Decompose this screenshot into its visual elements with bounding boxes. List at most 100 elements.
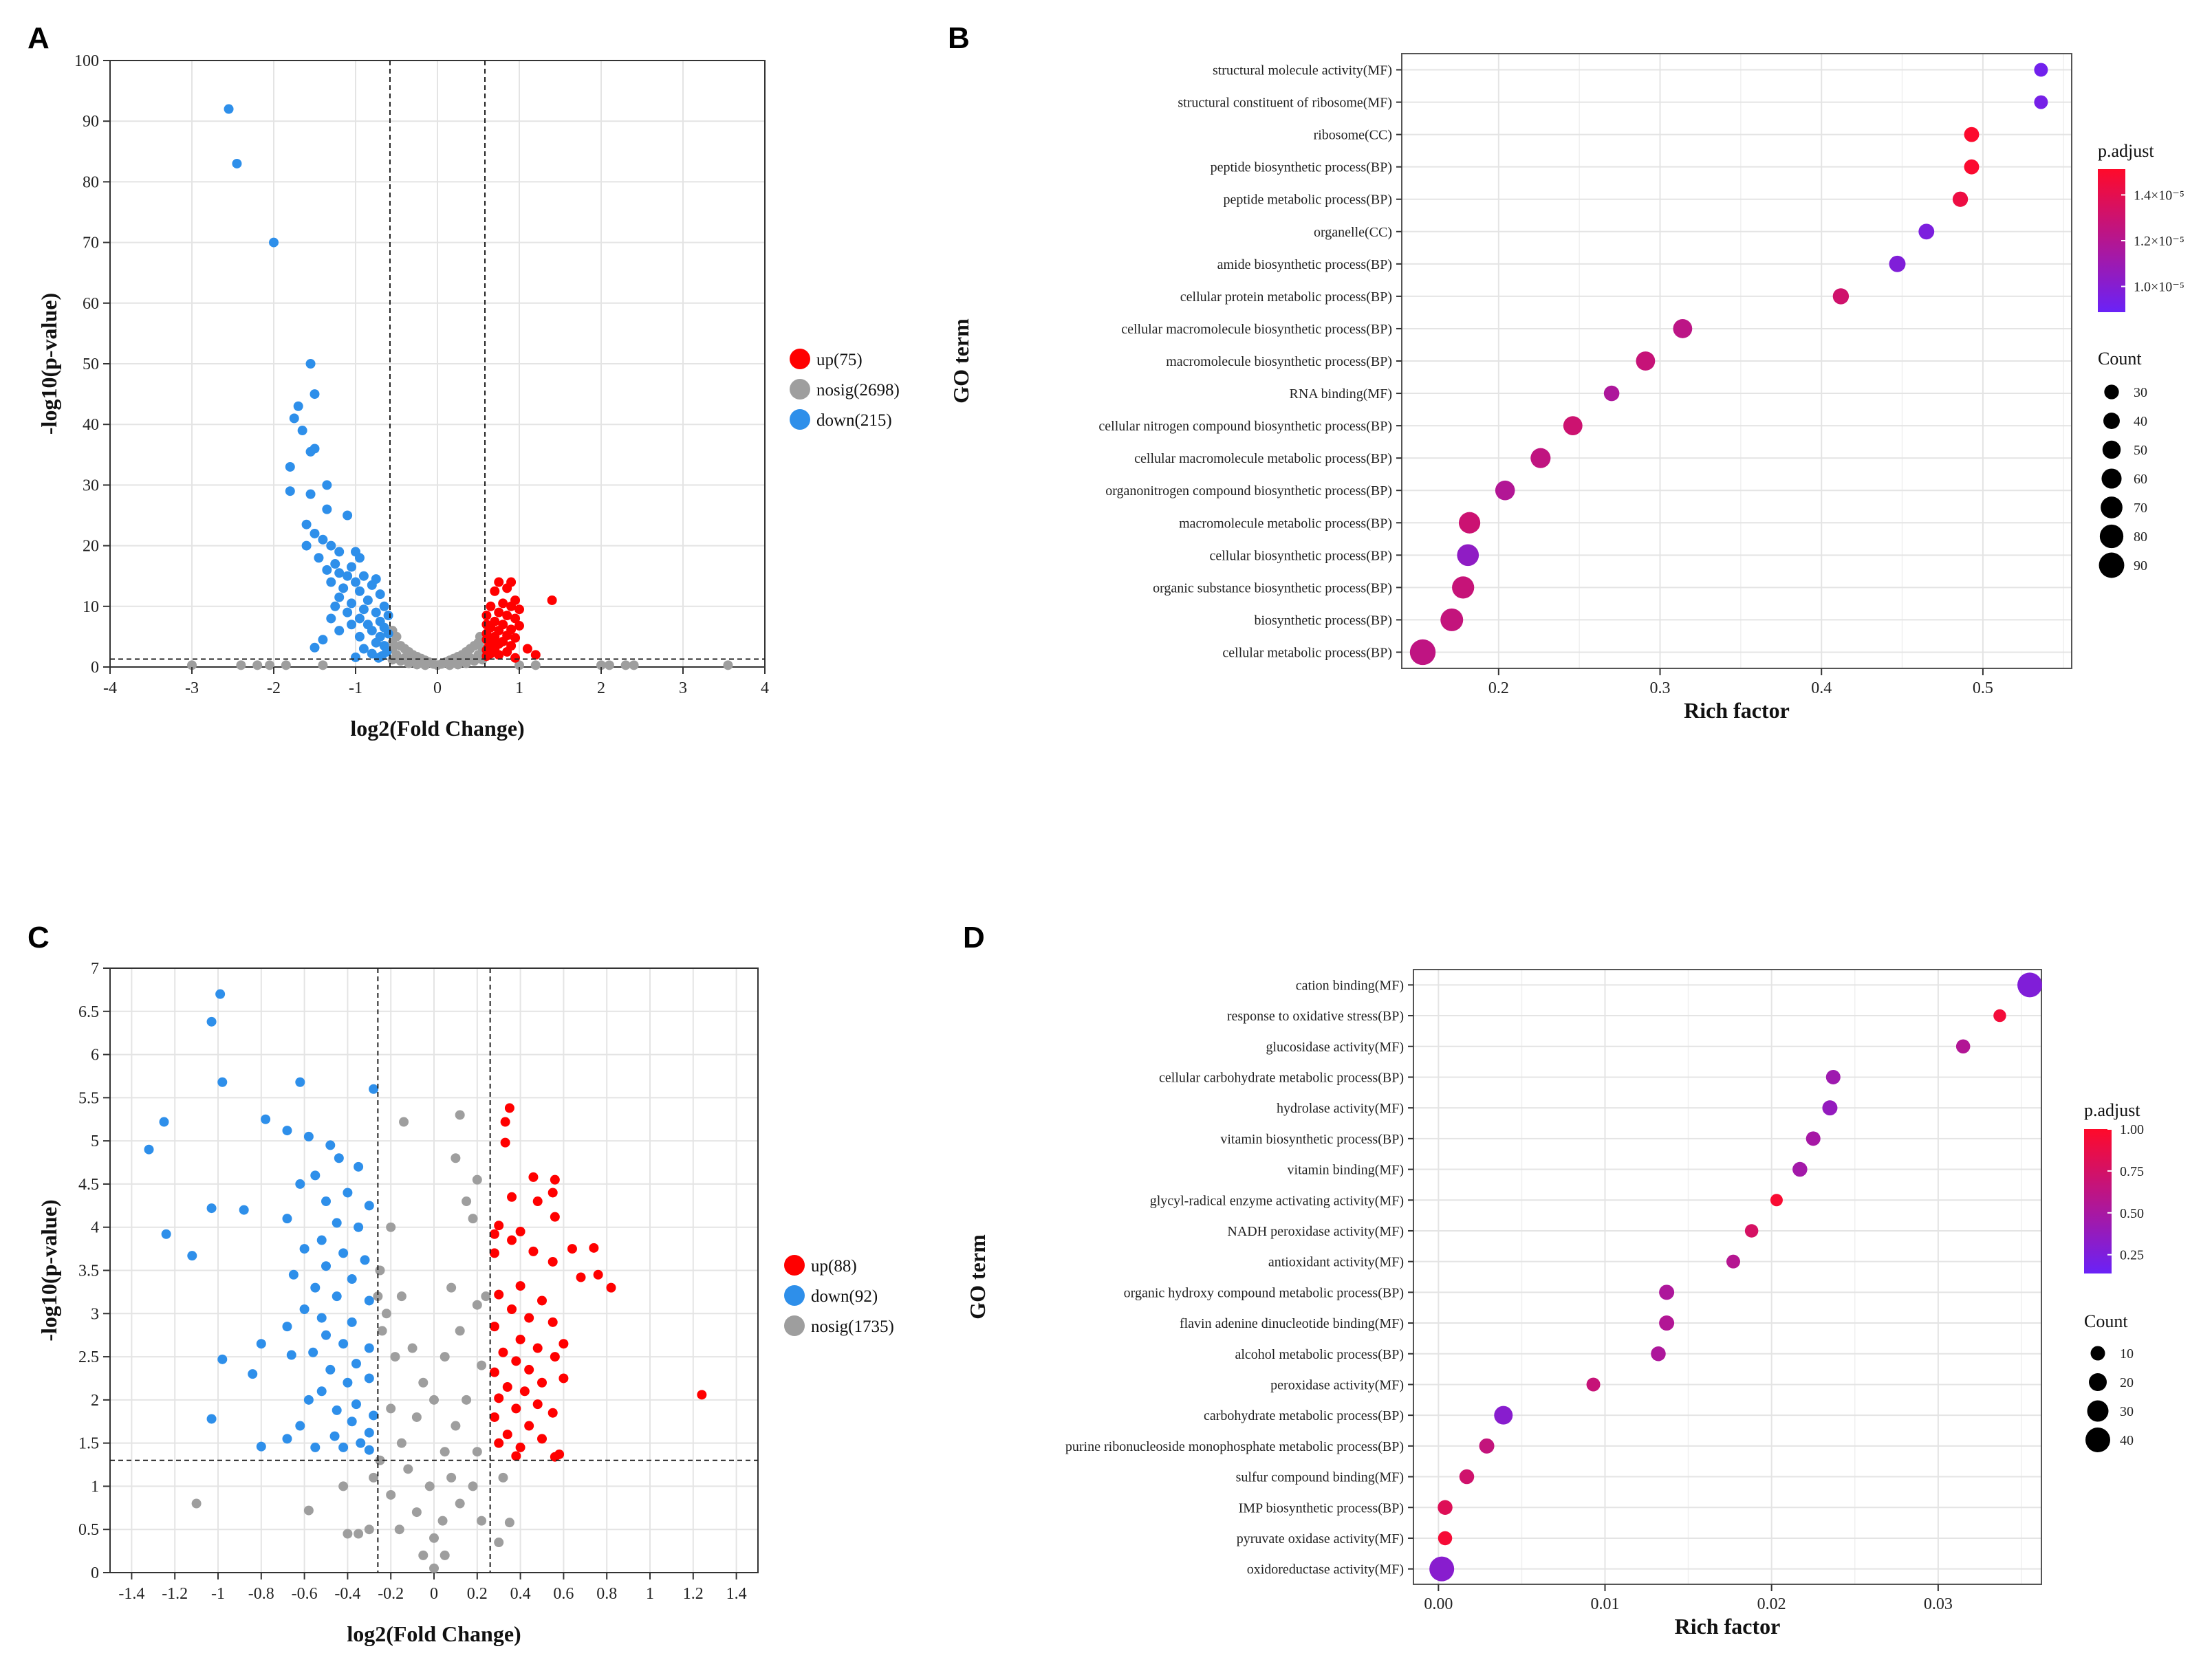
go-term-label: cellular biosynthetic process(BP) — [1210, 548, 1393, 563]
data-point-nosig — [620, 660, 631, 670]
color-legend-title: p.adjust — [2084, 1100, 2140, 1120]
data-point-up — [511, 1356, 521, 1366]
data-point-nosig — [477, 1516, 487, 1526]
data-point-up — [559, 1373, 569, 1384]
data-point-down — [316, 1386, 327, 1397]
go-term-dot — [1993, 1009, 2006, 1023]
data-point-down — [351, 1359, 361, 1369]
go-term-label: organonitrogen compound biosynthetic pro… — [1105, 483, 1392, 499]
data-point-nosig — [407, 1343, 418, 1353]
data-point-down — [358, 644, 369, 654]
y-axis-title: -log10(p-value) — [36, 1199, 61, 1341]
y-tick-label: 0.5 — [78, 1521, 99, 1539]
y-tick-label: 7 — [91, 960, 99, 978]
data-point-nosig — [429, 1563, 439, 1573]
data-point-up — [507, 1304, 517, 1315]
data-point-down — [282, 1126, 292, 1136]
data-point-nosig — [469, 656, 479, 666]
data-point-nosig — [343, 1529, 353, 1539]
size-legend-label: 40 — [2134, 414, 2147, 429]
data-point-nosig — [455, 1498, 465, 1509]
data-point-nosig — [494, 1538, 504, 1548]
data-point-nosig — [381, 1309, 391, 1319]
legend-swatch-nosig — [790, 379, 810, 400]
go-term-label: RNA binding(MF) — [1290, 386, 1392, 402]
data-point-down — [343, 607, 353, 617]
data-point-up — [502, 611, 512, 621]
data-point-up — [494, 1289, 504, 1300]
data-point-down — [326, 540, 336, 551]
data-point-up — [502, 1382, 512, 1392]
data-point-nosig — [455, 1110, 465, 1120]
go-term-dot — [1651, 1346, 1666, 1362]
data-point-up — [593, 1269, 603, 1280]
data-point-down — [144, 1144, 154, 1155]
go-term-dot — [1726, 1254, 1740, 1269]
go-term-label: organelle(CC) — [1314, 225, 1392, 240]
data-point-up — [515, 1442, 525, 1452]
data-point-up — [500, 1137, 510, 1148]
data-point-down — [347, 1317, 357, 1327]
data-point-nosig — [440, 1550, 450, 1560]
data-point-nosig — [514, 660, 524, 670]
go-term-dot — [1458, 512, 1481, 534]
go-term-dot — [1563, 416, 1583, 436]
data-point-down — [343, 510, 353, 521]
data-point-down — [371, 637, 381, 648]
data-point-down — [369, 1410, 379, 1421]
data-point-down — [334, 1153, 344, 1163]
data-point-down — [289, 413, 299, 424]
data-point-nosig — [420, 660, 431, 670]
data-point-down — [367, 626, 377, 636]
x-tick-label: -0.8 — [248, 1585, 274, 1603]
go-term-label: amide biosynthetic process(BP) — [1217, 257, 1392, 272]
y-tick-label: 50 — [83, 356, 99, 373]
data-point-down — [383, 611, 393, 621]
go-term-dot — [1673, 319, 1693, 338]
go-term-label: organic hydroxy compound metabolic proce… — [1124, 1285, 1404, 1300]
legend-swatch-up — [784, 1255, 805, 1276]
go-term-label: cellular metabolic process(BP) — [1222, 645, 1392, 660]
data-point-up — [514, 621, 524, 631]
data-point-down — [310, 1282, 321, 1293]
data-point-down — [288, 1269, 299, 1280]
panel-a-letter: A — [28, 21, 50, 55]
data-point-down — [338, 1248, 349, 1258]
y-tick-label: 6.5 — [78, 1003, 99, 1021]
data-point-down — [373, 653, 384, 663]
data-point-nosig — [252, 660, 263, 670]
x-tick-label: 0.02 — [1757, 1595, 1786, 1613]
data-point-down — [354, 631, 365, 642]
data-point-down — [310, 1170, 321, 1181]
data-point-nosig — [354, 1529, 364, 1539]
data-point-down — [224, 104, 234, 114]
data-point-down — [379, 601, 389, 611]
data-point-up — [481, 611, 492, 621]
panel-d-letter: D — [963, 921, 985, 954]
legend-label-up: up(75) — [816, 351, 863, 369]
go-term-label: ribosome(CC) — [1314, 128, 1392, 143]
data-point-nosig — [437, 1516, 448, 1526]
go-term-dot — [1440, 608, 1464, 631]
data-point-nosig — [265, 660, 275, 670]
data-point-up — [507, 1235, 517, 1245]
x-axis-title: Rich factor — [1684, 698, 1790, 723]
go-term-label: cellular carbohydrate metabolic process(… — [1159, 1070, 1404, 1085]
x-tick-label: 1 — [646, 1585, 654, 1603]
data-point-nosig — [455, 1326, 465, 1336]
data-point-up — [494, 1393, 504, 1403]
x-tick-label: 0.01 — [1591, 1595, 1620, 1613]
data-point-down — [347, 562, 357, 572]
data-point-up — [515, 1281, 525, 1291]
y-tick-label: 100 — [74, 52, 99, 70]
data-point-up — [567, 1244, 577, 1254]
data-point-nosig — [596, 660, 606, 670]
go-term-dot — [1494, 1406, 1513, 1425]
data-point-down — [321, 1330, 331, 1340]
x-tick-label: 0.03 — [1924, 1595, 1953, 1613]
go-term-dot — [1964, 159, 1980, 175]
go-term-label: macromolecule biosynthetic process(BP) — [1166, 354, 1392, 369]
size-legend-dot — [2099, 552, 2125, 578]
legend-label-up: up(88) — [811, 1257, 857, 1276]
data-point-down — [286, 1350, 296, 1360]
